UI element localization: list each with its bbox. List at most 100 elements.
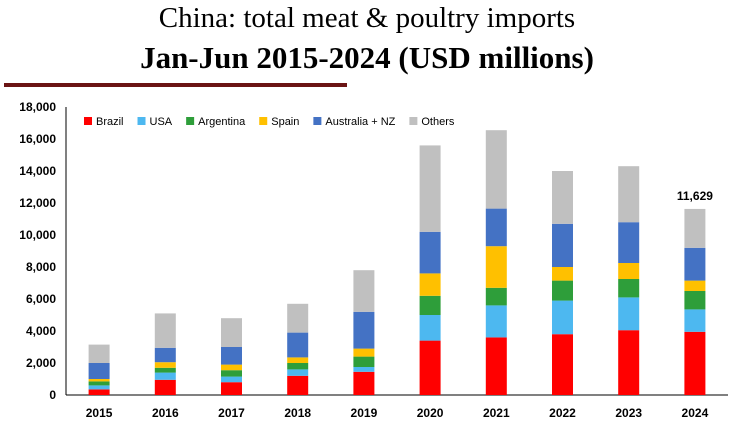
bar-segment (552, 300, 573, 335)
legend-label: Australia + NZ (325, 116, 395, 128)
x-tick-label: 2016 (152, 406, 179, 420)
bar-segment (552, 171, 573, 224)
bar-segment (154, 379, 176, 395)
y-tick-label: 2,000 (26, 356, 56, 370)
x-tick-label: 2015 (86, 406, 113, 420)
bars (88, 130, 706, 395)
bar-segment (353, 356, 375, 367)
bar-segment (485, 287, 507, 306)
y-tick-label: 18,000 (19, 100, 56, 114)
axes: 0 2,000 4,000 6,000 8,000 10,000 12,000 14,000 1… (19, 100, 728, 402)
bar-segment (419, 295, 441, 315)
bar-segment (353, 270, 375, 312)
bar-segment (221, 364, 242, 371)
bar-segment (684, 309, 706, 332)
bar-segment (419, 145, 441, 232)
bar-segment (419, 273, 441, 296)
stacked-bar-chart: 0 2,000 4,000 6,000 8,000 10,000 12,000 14,000 1… (19, 100, 728, 420)
legend-label: Argentina (198, 116, 246, 128)
bar-segment (353, 348, 375, 357)
bar-segment (618, 279, 640, 298)
bar-segment (618, 222, 640, 263)
x-tick-label: 2020 (417, 406, 444, 420)
bar-segment (287, 363, 309, 370)
y-tick-label: 12,000 (19, 196, 56, 210)
data-label-2024-total: 11,629 (677, 189, 713, 203)
y-tick-label: 16,000 (19, 132, 56, 146)
bar-segment (419, 340, 441, 395)
legend-swatch (137, 117, 146, 125)
bar-segment (88, 379, 110, 382)
legend-label: Brazil (96, 116, 124, 128)
y-tick-label: 4,000 (26, 324, 56, 338)
legend-label: Others (421, 116, 455, 128)
y-tick-label: 6,000 (26, 292, 56, 306)
title-underline (4, 83, 347, 87)
bar-segment (287, 375, 309, 395)
bar-segment (221, 318, 242, 347)
chart-title-line-2: Jan-Jun 2015-2024 (USD millions) (140, 40, 594, 75)
x-tick-label: 2022 (549, 406, 576, 420)
bar-segment (88, 344, 110, 363)
bar-segment (684, 280, 706, 291)
bar-segment (618, 263, 640, 279)
y-tick-label: 14,000 (19, 164, 56, 178)
bar-segment (552, 334, 573, 395)
bar-segment (88, 385, 110, 390)
bar-segment (618, 330, 640, 395)
bar-segment (485, 305, 507, 338)
bar-segment (221, 347, 242, 365)
y-tick-label: 10,000 (19, 228, 56, 242)
bar-segment (221, 376, 242, 383)
bar-segment (221, 370, 242, 377)
legend-swatch (259, 117, 268, 125)
legend-swatch (313, 117, 322, 125)
bar-segment (684, 291, 706, 310)
bar-segment (485, 208, 507, 247)
bar-segment (88, 389, 110, 395)
x-tick-label: 2023 (615, 406, 642, 420)
x-axis-labels: 2015 2016 2017 2018 2019 2020 2021 2022 2023 2024 (86, 406, 709, 420)
x-tick-label: 2024 (682, 406, 709, 420)
bar-segment (419, 231, 441, 274)
bar-segment (485, 130, 507, 209)
legend-swatch (186, 117, 195, 125)
bar-segment (287, 332, 309, 358)
legend-label: USA (150, 116, 173, 128)
x-tick-label: 2019 (351, 406, 378, 420)
legend-label: Spain (271, 116, 299, 128)
bar-segment (684, 208, 706, 248)
bar-segment (684, 331, 706, 395)
bar-segment (419, 315, 441, 341)
bar-segment (287, 369, 309, 376)
bar-segment (485, 246, 507, 288)
legend-swatch (84, 117, 92, 125)
x-tick-label: 2021 (483, 406, 510, 420)
bar-segment (353, 371, 375, 395)
chart-title-line-1: China: total meat & poultry imports (158, 2, 576, 34)
bar-segment (684, 247, 706, 281)
bar-segment (618, 297, 640, 331)
y-tick-label: 8,000 (26, 260, 56, 274)
annotations: 11,629 (677, 189, 713, 203)
bar-segment (154, 362, 176, 368)
bar-segment (154, 313, 176, 348)
legend: Brazil USA Argentina Spain Australia + NZ Oth… (84, 116, 455, 128)
legend-swatch (409, 117, 418, 125)
bar-segment (353, 367, 375, 372)
bar-segment (353, 311, 375, 349)
bar-segment (154, 372, 176, 380)
bar-segment (485, 337, 507, 395)
bar-segment (552, 280, 573, 301)
bar-segment (618, 166, 640, 223)
bar-segment (552, 223, 573, 267)
bar-segment (287, 303, 309, 333)
bar-segment (552, 267, 573, 281)
bar-segment (287, 357, 309, 363)
bar-segment (88, 363, 110, 379)
bar-segment (154, 347, 176, 363)
bar-segment (88, 381, 110, 386)
x-tick-label: 2018 (284, 406, 311, 420)
x-tick-label: 2017 (218, 406, 245, 420)
bar-segment (154, 367, 176, 373)
